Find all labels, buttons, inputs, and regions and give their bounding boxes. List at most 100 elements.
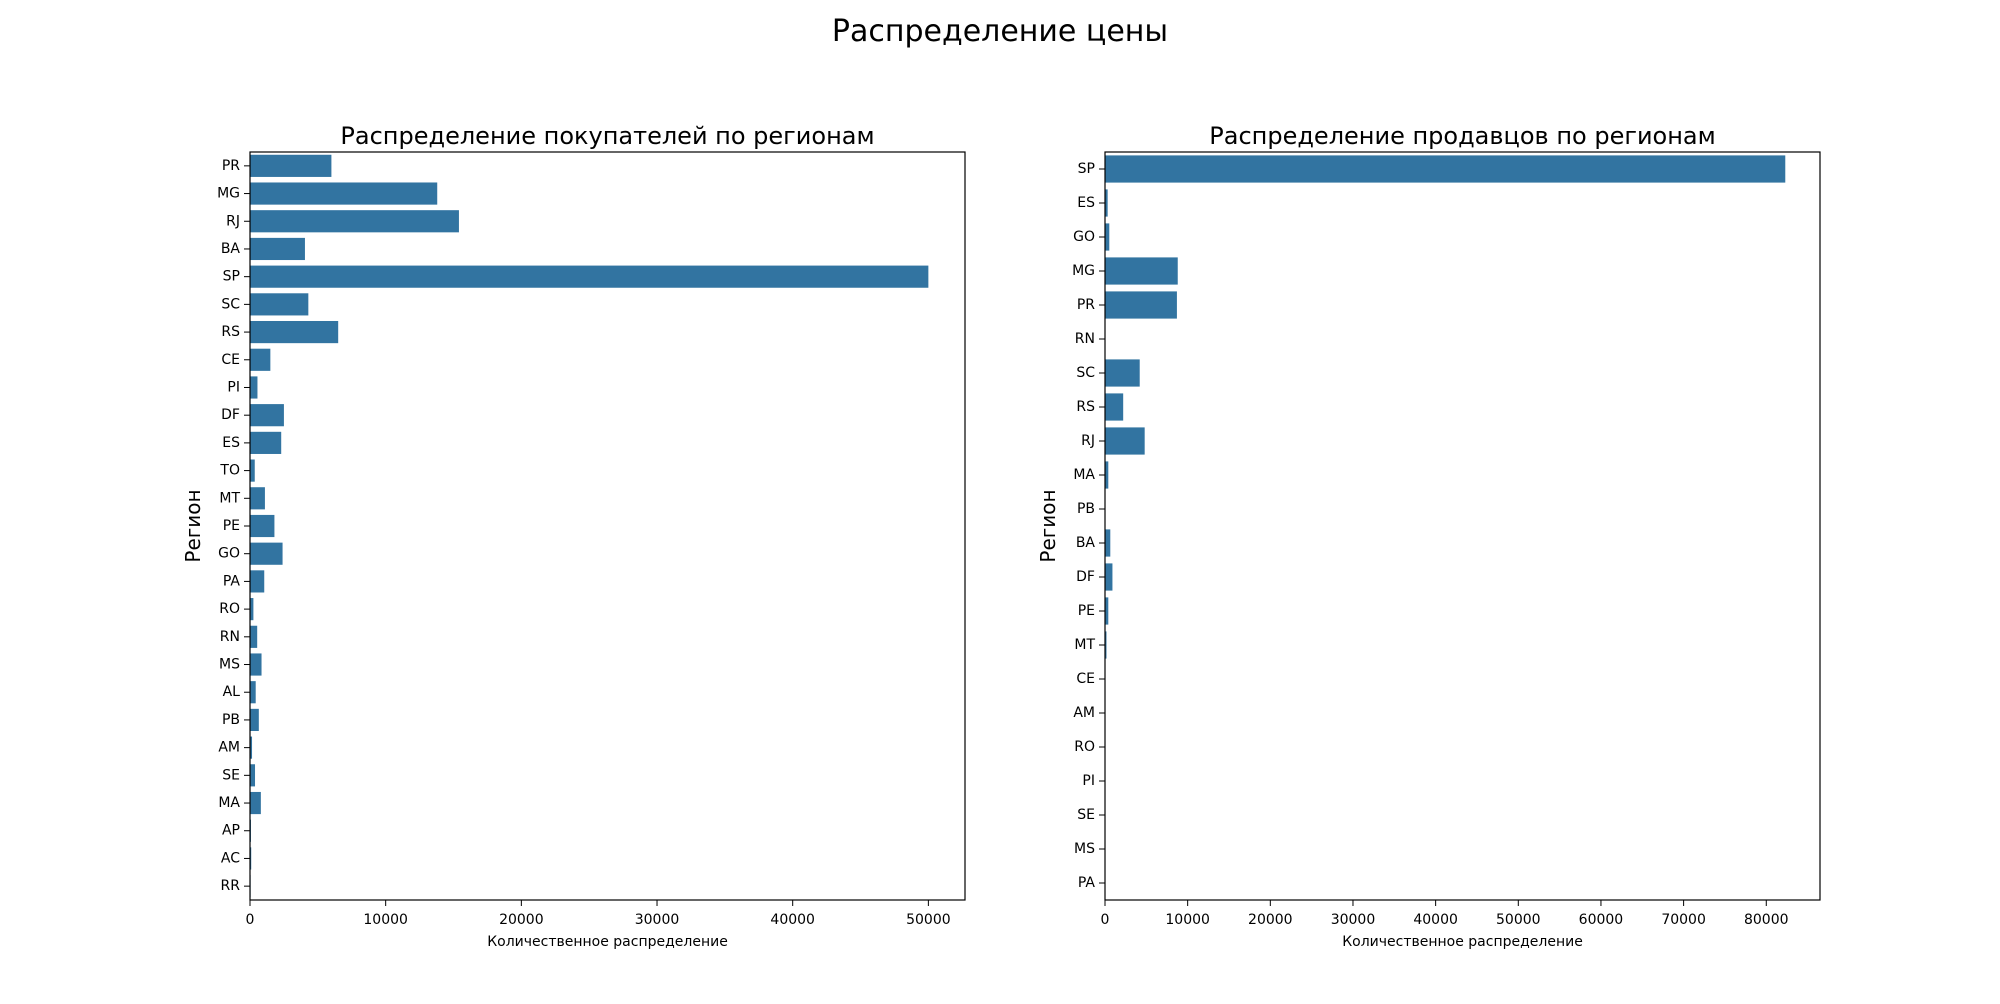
y-tick-label-rs: RS <box>221 324 240 340</box>
y-tick-label-rj: RJ <box>1081 433 1095 449</box>
chart-panel-2: SPESGOMGPRRNSCRSRJMAPBBADFPEMTCEAMROPISE… <box>1036 122 1820 950</box>
y-tick-label-sp: SP <box>223 269 240 285</box>
y-tick-label-mg: MG <box>217 186 240 202</box>
bar-go <box>1105 223 1109 250</box>
y-tick-label-pr: PR <box>222 158 240 174</box>
y-tick-label-es: ES <box>222 435 240 451</box>
y-tick-label-pe: PE <box>223 518 240 534</box>
bar-mg <box>250 182 437 204</box>
x-tick-label: 10000 <box>363 912 408 928</box>
bar-rs <box>250 321 338 343</box>
bar-al <box>250 681 256 703</box>
y-tick-label-rs: RS <box>1076 399 1095 415</box>
bar-df <box>1105 563 1112 590</box>
y-tick-label-ms: MS <box>1074 841 1095 857</box>
y-tick-label-rr: RR <box>221 878 241 894</box>
chart-panel-1: PRMGRJBASPSCRSCEPIDFESTOMTPEGOPARORNMSAL… <box>181 122 965 950</box>
x-tick-label: 60000 <box>1579 912 1624 928</box>
y-tick-label-ms: MS <box>219 657 240 673</box>
bar-pe <box>250 515 274 537</box>
y-tick-label-df: DF <box>221 407 240 423</box>
y-tick-label-es: ES <box>1077 195 1095 211</box>
bar-to <box>250 460 255 482</box>
y-tick-label-sc: SC <box>221 296 240 312</box>
bar-sp <box>250 266 928 288</box>
bar-ba <box>250 238 305 260</box>
y-tick-label-ce: CE <box>1076 671 1095 687</box>
y-tick-label-se: SE <box>1077 807 1095 823</box>
y-tick-label-pb: PB <box>222 712 240 728</box>
y-tick-label-am: AM <box>1073 705 1095 721</box>
bar-rs <box>1105 393 1123 420</box>
bar-sp <box>1105 155 1785 182</box>
y-tick-label-ba: BA <box>221 241 241 257</box>
x-axis-label: Количественное распределение <box>487 934 728 950</box>
x-tick-label: 20000 <box>1248 912 1293 928</box>
x-axis-label: Количественное распределение <box>1342 934 1583 950</box>
y-tick-label-rn: RN <box>220 629 240 645</box>
y-tick-label-pa: PA <box>223 573 241 589</box>
bar-mt <box>250 487 265 509</box>
y-tick-label-pa: PA <box>1078 875 1096 891</box>
x-tick-label: 20000 <box>499 912 544 928</box>
y-tick-label-pb: PB <box>1077 501 1095 517</box>
x-tick-label: 50000 <box>906 912 951 928</box>
y-tick-label-mt: MT <box>219 490 240 506</box>
bar-rn <box>250 626 257 648</box>
y-tick-label-ba: BA <box>1076 535 1096 551</box>
y-tick-label-df: DF <box>1076 569 1095 585</box>
bar-sc <box>1105 359 1140 386</box>
bar-mg <box>1105 257 1178 284</box>
x-tick-label: 70000 <box>1661 912 1706 928</box>
bar-se <box>250 764 255 786</box>
bar-pi <box>250 376 257 398</box>
bar-pr <box>250 155 331 177</box>
bar-ma <box>250 792 261 814</box>
y-tick-label-pr: PR <box>1077 297 1095 313</box>
y-tick-label-mt: MT <box>1074 637 1095 653</box>
bar-ce <box>250 349 270 371</box>
y-tick-label-ce: CE <box>221 352 240 368</box>
y-tick-label-go: GO <box>1073 229 1095 245</box>
y-tick-label-ro: RO <box>1074 739 1095 755</box>
y-tick-label-ap: AP <box>222 823 240 839</box>
y-tick-label-pe: PE <box>1078 603 1095 619</box>
y-tick-label-mg: MG <box>1072 263 1095 279</box>
bar-rj <box>250 210 459 232</box>
plot-frame <box>250 152 965 900</box>
bar-go <box>250 543 283 565</box>
y-tick-label-ma: MA <box>1073 467 1095 483</box>
y-tick-label-pi: PI <box>227 379 240 395</box>
bar-df <box>250 404 284 426</box>
bar-rj <box>1105 427 1145 454</box>
bar-pa <box>250 570 264 592</box>
bar-pb <box>250 709 259 731</box>
figure-title: Распределение цены <box>0 14 2000 49</box>
y-tick-label-ac: AC <box>221 850 240 866</box>
bar-ba <box>1105 529 1110 556</box>
x-tick-label: 40000 <box>770 912 815 928</box>
y-tick-label-sc: SC <box>1076 365 1095 381</box>
x-tick-label: 50000 <box>1496 912 1541 928</box>
y-tick-label-ma: MA <box>218 795 240 811</box>
chart-title: Распределение покупателей по регионам <box>340 122 874 150</box>
y-tick-label-sp: SP <box>1078 161 1095 177</box>
y-tick-label-am: AM <box>218 740 240 756</box>
y-tick-label-al: AL <box>223 684 241 700</box>
bar-sc <box>250 293 308 315</box>
x-tick-label: 40000 <box>1413 912 1458 928</box>
y-tick-label-se: SE <box>222 767 240 783</box>
plot-frame <box>1105 152 1820 900</box>
y-tick-label-ro: RO <box>219 601 240 617</box>
y-axis-label: Регион <box>1036 489 1060 562</box>
y-tick-label-rn: RN <box>1075 331 1095 347</box>
bar-es <box>250 432 281 454</box>
x-tick-label: 30000 <box>635 912 680 928</box>
bar-ms <box>250 653 262 675</box>
x-tick-label: 0 <box>1101 912 1110 928</box>
y-axis-label: Регион <box>181 489 205 562</box>
x-tick-label: 80000 <box>1744 912 1789 928</box>
y-tick-label-rj: RJ <box>226 213 240 229</box>
